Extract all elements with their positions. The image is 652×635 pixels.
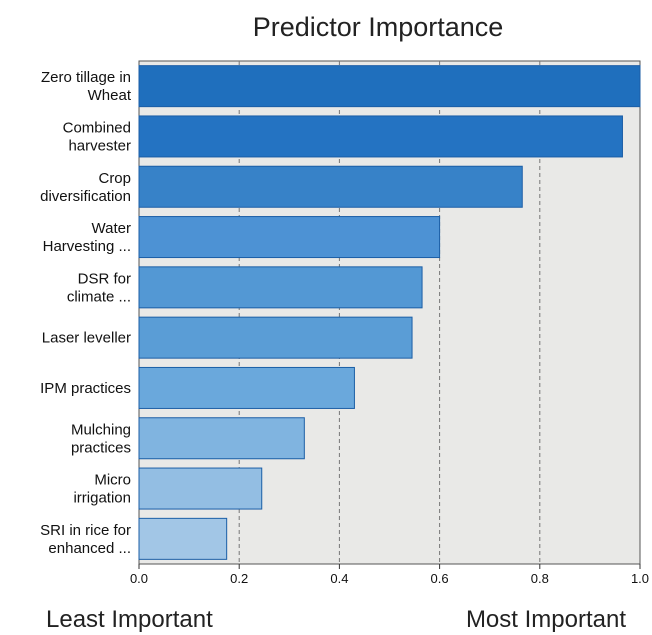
x-tick-label: 0.4 xyxy=(330,571,348,586)
category-label: irrigation xyxy=(73,490,131,507)
chart-title: Predictor Importance xyxy=(253,12,504,42)
x-tick-label: 1.0 xyxy=(631,571,649,586)
category-label: Laser leveller xyxy=(42,330,131,347)
category-label: DSR for xyxy=(78,270,131,287)
bar xyxy=(138,266,423,309)
category-label: diversification xyxy=(40,188,131,205)
x-tick-label: 0.6 xyxy=(431,571,449,586)
bar xyxy=(138,517,228,560)
x-tick-label: 0.2 xyxy=(230,571,248,586)
category-label: Harvesting ... xyxy=(43,238,131,255)
category-label: Water xyxy=(92,220,131,237)
x-tick-label: 0.0 xyxy=(130,571,148,586)
category-label: IPM practices xyxy=(40,380,131,397)
bar xyxy=(138,417,305,460)
bar xyxy=(138,115,623,158)
x-axis-ticks: 0.0 0.2 0.4 0.6 0.8 1.0 xyxy=(130,564,649,586)
category-label: Zero tillage in xyxy=(41,69,131,86)
category-label: Crop xyxy=(98,170,131,187)
category-label: Combined xyxy=(63,119,131,136)
category-label: enhanced ... xyxy=(48,540,131,557)
x-tick-label: 0.8 xyxy=(531,571,549,586)
bar xyxy=(138,65,641,108)
bar xyxy=(138,366,355,409)
least-important-label: Least Important xyxy=(46,606,213,633)
category-label: practices xyxy=(71,439,131,456)
category-label: Mulching xyxy=(71,421,131,438)
bar xyxy=(138,216,441,259)
bar xyxy=(138,165,523,208)
category-label: SRI in rice for xyxy=(40,522,131,539)
bar xyxy=(138,467,263,510)
category-label: Micro xyxy=(94,472,131,489)
bar xyxy=(138,316,413,359)
bars xyxy=(138,65,641,560)
category-label: harvester xyxy=(68,137,131,154)
category-label: climate ... xyxy=(67,288,131,305)
most-important-label: Most Important xyxy=(466,606,626,633)
category-label: Wheat xyxy=(88,87,132,104)
